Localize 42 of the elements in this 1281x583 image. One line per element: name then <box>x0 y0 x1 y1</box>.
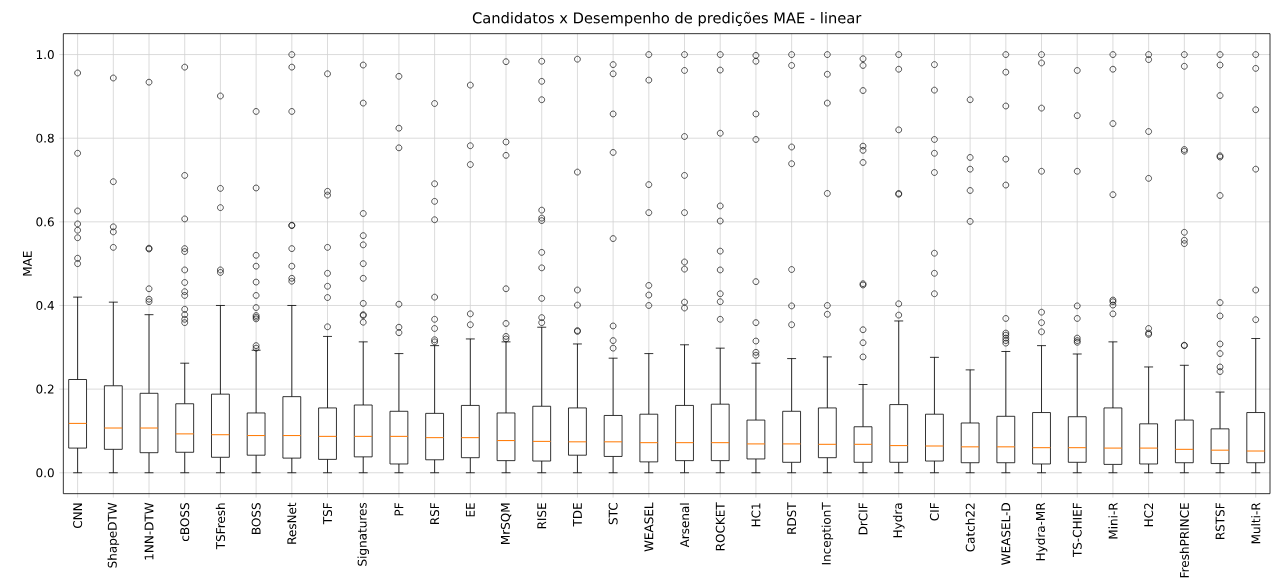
x-tick-label: STC <box>608 503 618 525</box>
x-tick-label: HC1 <box>751 503 761 527</box>
chart-title: Candidatos x Desempenho de predições MAE - linear <box>472 11 862 27</box>
x-tick-label: WEASEL <box>644 502 654 552</box>
x-tick-label: Catch22 <box>965 503 975 552</box>
x-tick-label: RSF <box>430 503 440 525</box>
x-tick-label: cBOSS <box>180 503 190 542</box>
y-tick-label: 0.8 <box>36 133 54 143</box>
y-tick-label: 0.2 <box>36 384 54 394</box>
x-tick-label: 1NN-DTW <box>144 502 154 560</box>
x-tick-label: Signatures <box>357 502 370 566</box>
x-tick-label: Arsenal <box>679 503 690 548</box>
x-tick-label: CNN <box>73 503 83 529</box>
x-tick-label: CIF <box>929 503 939 521</box>
x-tick-label: RISE <box>537 503 547 529</box>
x-tick-label: Multi-R <box>1251 502 1261 544</box>
x-tick-label: WEASEL-D <box>1001 503 1011 565</box>
x-tick-label: ResNet <box>287 502 297 544</box>
x-tick-label: Hydra <box>892 503 905 538</box>
x-tick-label: ShapeDTW <box>107 502 120 568</box>
y-tick-label: 0.4 <box>36 300 54 311</box>
x-tick-label: TS-CHIEF <box>1072 503 1082 558</box>
x-tick-label: BOSS <box>251 503 261 534</box>
x-tick-label: RSTSF <box>1215 503 1225 540</box>
x-tick-label: Hydra-MR <box>1035 502 1048 561</box>
x-tick-label: TSFresh <box>215 503 226 550</box>
x-tick-label: DrCIF <box>858 503 868 535</box>
x-tick-label: PF <box>394 503 404 516</box>
x-tick-label: RDST <box>787 502 797 534</box>
y-axis-title: MAE <box>22 251 32 276</box>
x-tick-label: MrSQM <box>500 503 512 544</box>
x-tick-label: TSF <box>322 503 333 525</box>
x-tick-label: Mini-R <box>1108 502 1118 539</box>
x-tick-label: FreshPRINCE <box>1179 503 1189 578</box>
x-tick-label: ROCKET <box>715 502 725 551</box>
y-tick-label: 0.6 <box>36 217 54 227</box>
x-tick-label: TDE <box>573 503 582 527</box>
x-tick-label: InceptionT <box>821 502 834 565</box>
x-tick-label: EE <box>465 503 475 517</box>
x-tick-label: HC2 <box>1144 503 1154 527</box>
y-tick-label: 0.0 <box>36 468 54 478</box>
y-tick-label: 1.0 <box>36 50 54 60</box>
